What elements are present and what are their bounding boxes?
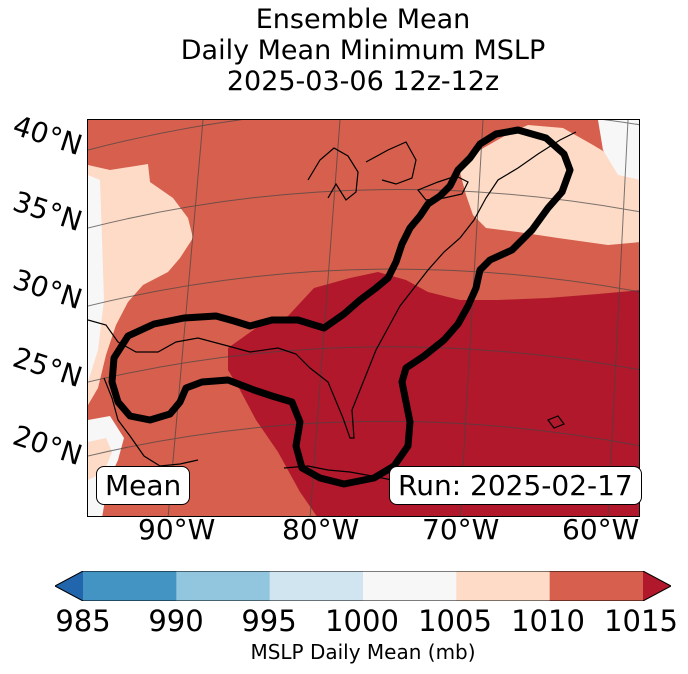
field-1005-1010-west: [88, 164, 193, 405]
field-1005-1010-ne: [458, 125, 639, 245]
lat-label-30: 30°N: [8, 262, 87, 317]
figure-title: Ensemble Mean Daily Mean Minimum MSLP 20…: [0, 4, 688, 97]
mean-label-box: Mean: [96, 466, 191, 505]
colorbar-bin-985-990: [83, 571, 177, 601]
map-panel: [87, 119, 640, 517]
colorbar-extend-low: [55, 571, 83, 601]
colorbar-bin-1000-1005: [363, 571, 457, 601]
lon-label-60w: 60°W: [562, 513, 640, 546]
colorbar: [53, 570, 673, 602]
colorbar-tick-1015: 1015: [604, 604, 678, 638]
colorbar-extend-high: [643, 571, 671, 601]
colorbar-tick-1000: 1000: [325, 604, 399, 638]
colorbar-tick-990: 990: [148, 604, 204, 638]
lat-label-40: 40°N: [8, 108, 87, 163]
colorbar-tick-985: 985: [55, 604, 111, 638]
lon-label-70w: 70°W: [422, 513, 500, 546]
colorbar-tick-1010: 1010: [511, 604, 585, 638]
colorbar-bin-1005-1010: [456, 571, 551, 601]
field-1015-plus: [228, 272, 639, 516]
colorbar-bin-995-1000: [269, 571, 364, 601]
field-1005-1010-sw: [88, 438, 112, 480]
field-1000-1005-ne: [598, 120, 639, 180]
title-line-1: Ensemble Mean: [255, 4, 471, 35]
lon-label-90w: 90°W: [138, 513, 216, 546]
lat-label-20: 20°N: [8, 418, 87, 473]
lon-label-80w: 80°W: [282, 513, 360, 546]
colorbar-svg: [53, 570, 673, 602]
colorbar-bin-1010-1015: [549, 571, 644, 601]
colorbar-tick-1005: 1005: [418, 604, 492, 638]
lat-label-35: 35°N: [8, 184, 87, 239]
contour-outline: [108, 126, 574, 488]
graticule: [88, 120, 639, 516]
title-line-2: Daily Mean Minimum MSLP: [180, 35, 546, 66]
map-svg: [88, 120, 639, 516]
title-line-3: 2025-03-06 12z-12z: [226, 66, 500, 97]
run-date-label-box: Run: 2025-02-17: [389, 466, 642, 505]
colorbar-tick-995: 995: [241, 604, 297, 638]
lat-label-25: 25°N: [8, 340, 87, 395]
colorbar-label: MSLP Daily Mean (mb): [250, 640, 476, 664]
colorbar-bin-990-995: [176, 571, 271, 601]
